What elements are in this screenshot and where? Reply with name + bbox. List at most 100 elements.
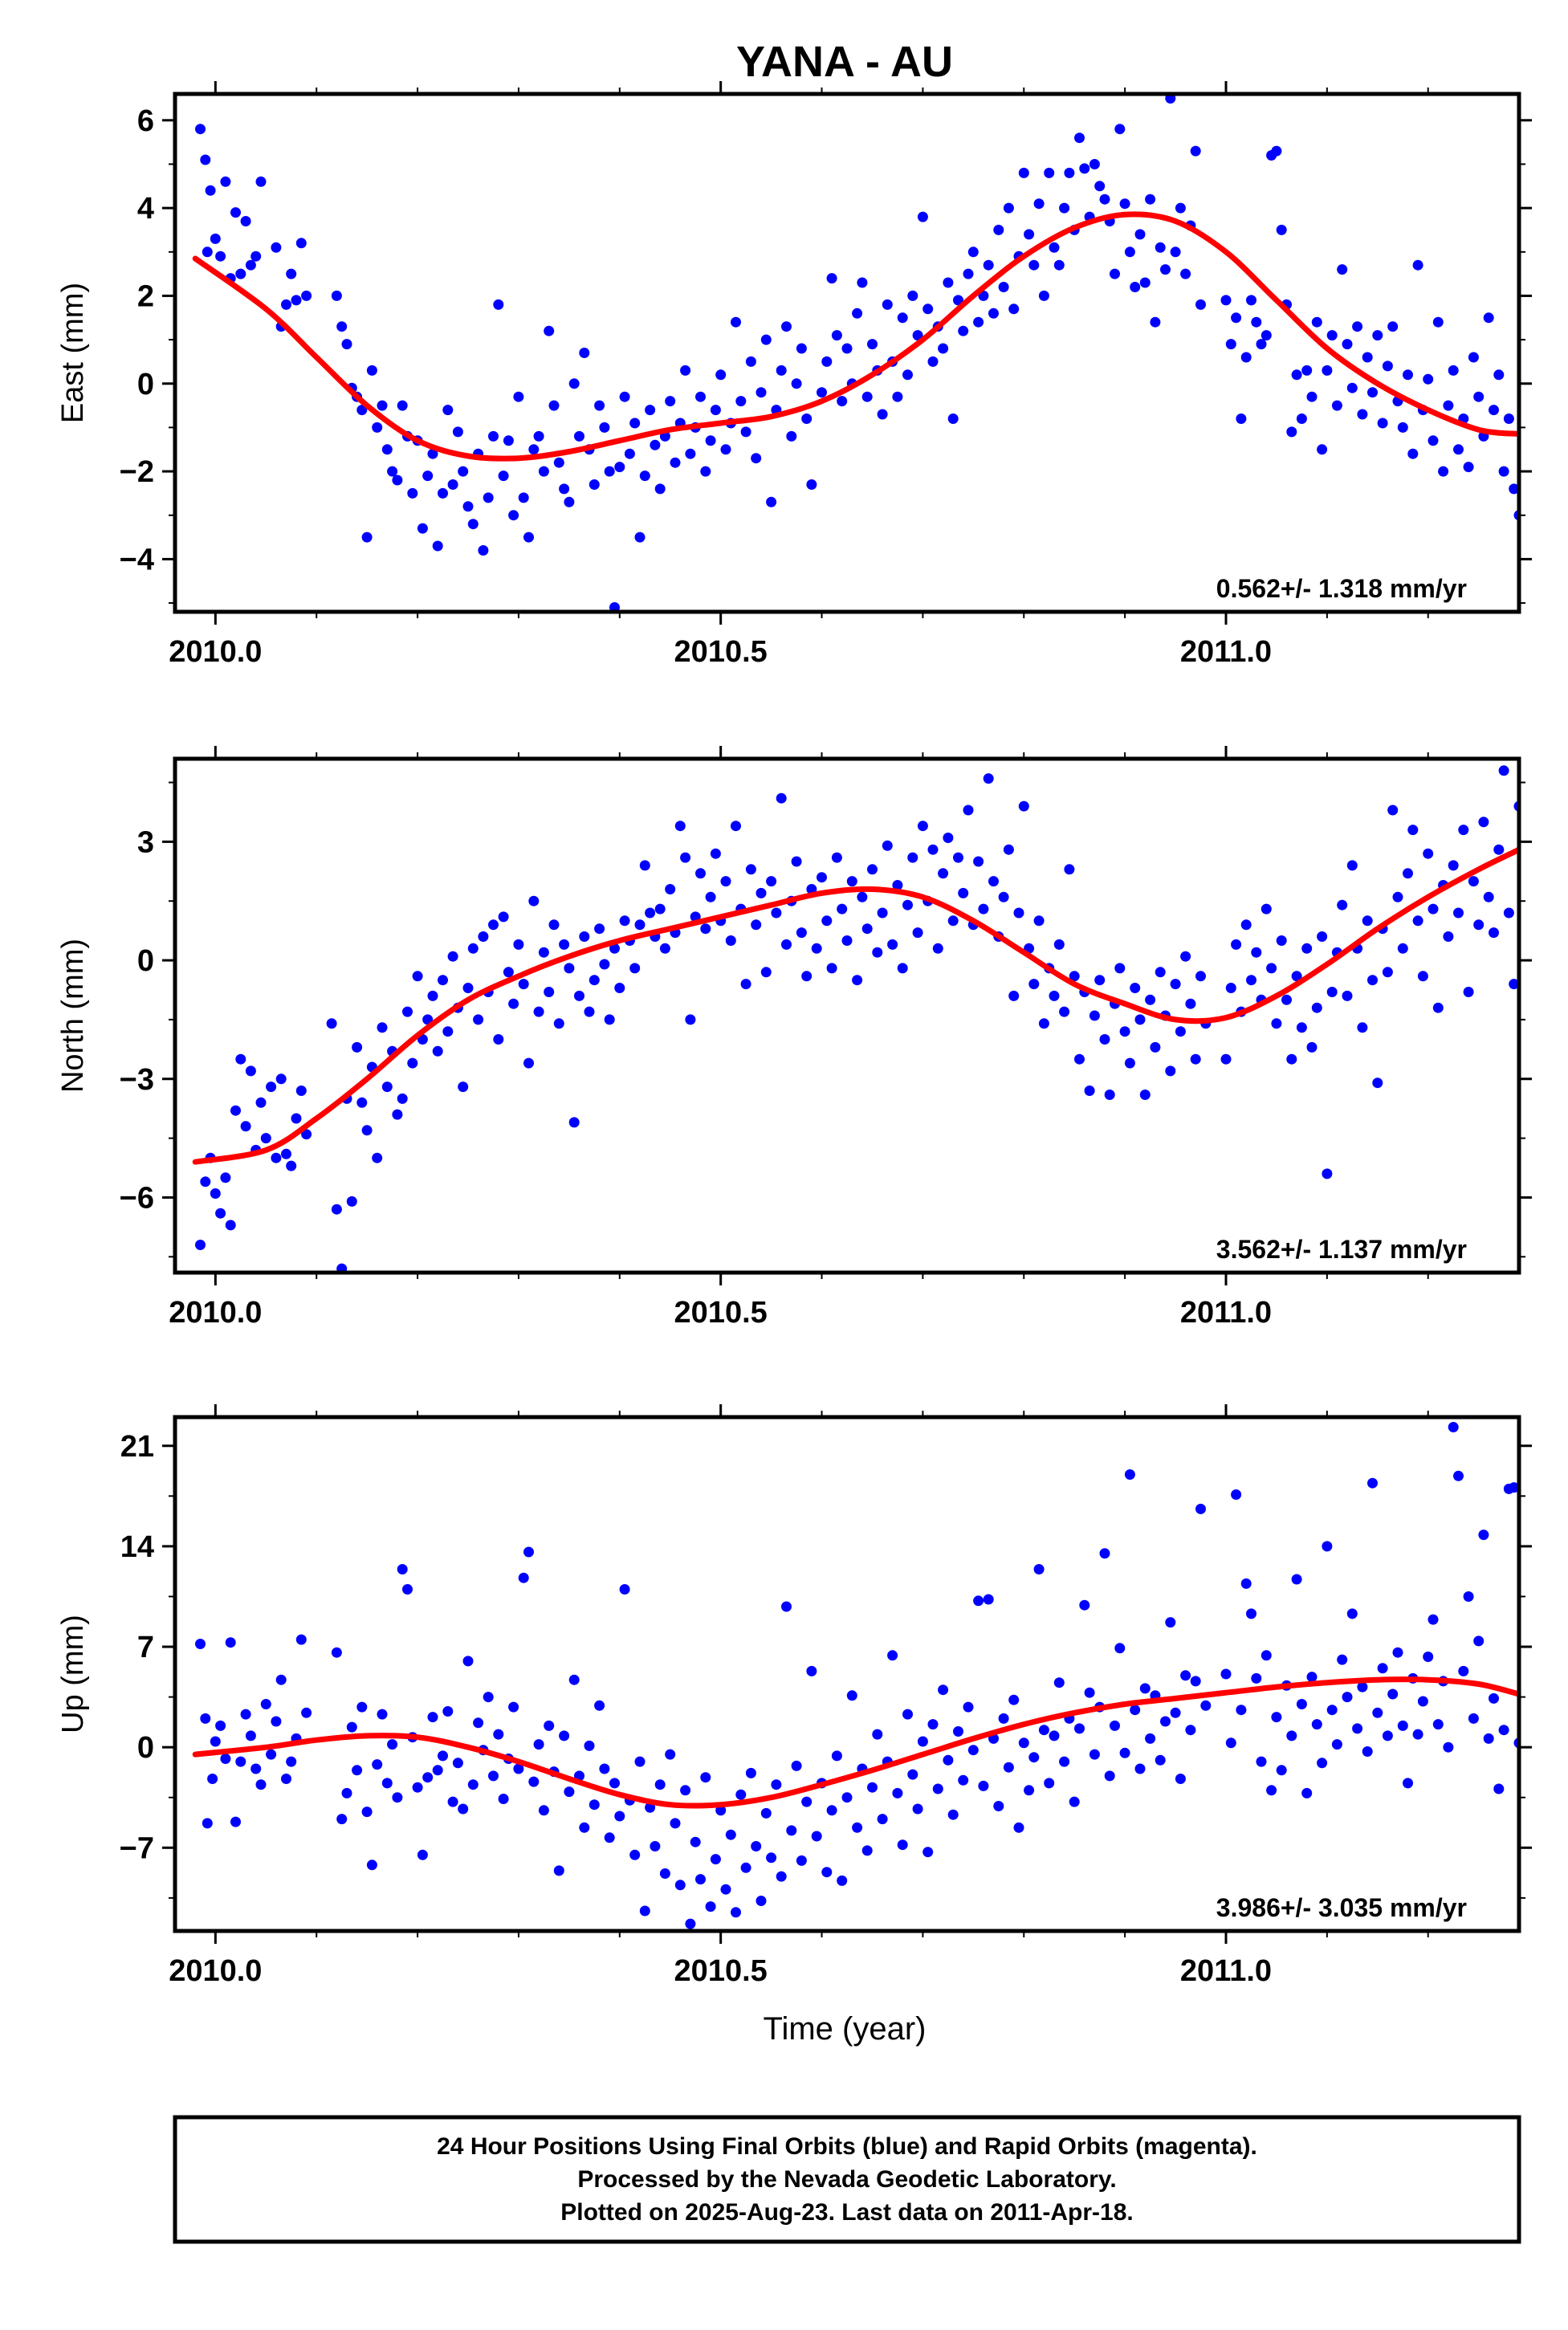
east-data-point — [1175, 202, 1186, 214]
east-data-point — [1397, 422, 1408, 433]
north-data-point — [392, 1109, 403, 1120]
north-data-point — [245, 1065, 256, 1077]
up-data-point — [513, 1763, 524, 1774]
north-data-point — [609, 943, 620, 954]
east-data-point — [831, 330, 842, 341]
up-data-point — [1489, 1693, 1499, 1704]
north-data-point — [1498, 765, 1509, 776]
up-data-point — [498, 1794, 509, 1804]
up-model-curve — [192, 1676, 1519, 1809]
north-x-tick-label: 2011.0 — [1180, 1296, 1272, 1330]
up-data-point — [528, 1776, 540, 1787]
east-data-point — [498, 470, 509, 482]
east-data-point — [619, 391, 630, 402]
east-data-point — [533, 430, 544, 442]
east-data-point — [1220, 295, 1232, 306]
east-data-point — [943, 277, 954, 288]
up-data-point — [1346, 1608, 1358, 1619]
up-data-point — [700, 1772, 711, 1783]
north-data-point — [791, 856, 802, 867]
north-data-point — [1306, 1041, 1318, 1053]
north-data-point — [988, 876, 999, 887]
north-data-point — [1003, 844, 1014, 855]
north-data-point — [467, 943, 479, 954]
up-data-point — [1170, 1707, 1181, 1718]
up-data-point — [710, 1854, 721, 1865]
east-data-point — [548, 400, 560, 411]
up-data-point — [690, 1836, 701, 1847]
east-data-point — [645, 405, 656, 416]
up-data-point — [462, 1656, 474, 1667]
up-y-tick-label: 0 — [137, 1731, 154, 1765]
north-data-point — [1033, 915, 1045, 927]
north-data-point — [352, 1041, 363, 1053]
up-data-point — [1448, 1422, 1459, 1432]
north-data-point — [1357, 1022, 1368, 1033]
up-data-point — [771, 1779, 782, 1790]
up-data-point — [392, 1792, 403, 1803]
east-data-point — [1337, 264, 1348, 275]
east-data-point — [1124, 246, 1135, 258]
east-data-point — [1367, 387, 1378, 398]
up-data-point — [266, 1749, 277, 1760]
east-panel: East (mm) −4 −2 0 2 4 6 2010.0 2010.5 2011.0 0.562… — [56, 81, 1532, 669]
up-data-point — [1024, 1785, 1035, 1796]
north-data-point — [1150, 1041, 1161, 1053]
north-data-point — [1362, 915, 1373, 927]
up-data-point — [917, 1736, 928, 1747]
up-data-point — [907, 1769, 918, 1780]
east-data-point — [417, 523, 428, 534]
north-data-point — [266, 1081, 277, 1093]
north-data-point — [326, 1018, 337, 1029]
east-data-point — [1286, 426, 1297, 438]
up-data-point — [1134, 1763, 1146, 1774]
up-x-tick-label: 2010.5 — [674, 1954, 768, 1988]
east-data-point — [1150, 316, 1161, 328]
east-y-tick-label: 6 — [137, 104, 154, 138]
east-data-point — [336, 321, 348, 332]
north-data-point — [1018, 800, 1029, 812]
up-data-point — [564, 1786, 575, 1798]
up-data-point — [220, 1754, 231, 1764]
east-data-point — [1372, 330, 1383, 341]
north-data-point — [488, 919, 499, 931]
north-data-point — [604, 1014, 615, 1025]
east-data-point — [1094, 181, 1106, 192]
east-data-point — [614, 462, 625, 473]
up-data-point — [402, 1584, 413, 1595]
north-data-point — [846, 876, 857, 887]
east-data-point — [715, 369, 727, 381]
east-data-point — [1357, 409, 1368, 420]
north-data-point — [725, 935, 736, 946]
north-data-point — [1417, 971, 1428, 982]
up-data-point — [447, 1796, 458, 1807]
north-data-point — [518, 979, 529, 990]
east-data-point — [806, 479, 817, 490]
east-data-point — [1089, 159, 1100, 169]
east-data-point — [1190, 145, 1201, 157]
east-data-point — [442, 405, 454, 416]
east-data-point — [1003, 202, 1014, 214]
north-data-point — [1412, 915, 1423, 927]
north-data-point — [528, 895, 540, 906]
up-data-point — [427, 1712, 438, 1723]
up-data-point — [680, 1785, 691, 1796]
east-data-point — [963, 268, 974, 279]
up-data-point — [953, 1726, 963, 1737]
up-data-point — [947, 1809, 959, 1820]
up-data-point — [260, 1699, 271, 1709]
east-data-point — [1134, 229, 1146, 240]
east-data-point — [735, 396, 747, 407]
north-data-point — [1145, 994, 1156, 1005]
east-data-point — [478, 545, 489, 556]
east-data-point — [731, 316, 741, 328]
north-data-point — [1119, 1026, 1130, 1037]
up-data-point — [1382, 1730, 1393, 1741]
up-data-point — [240, 1709, 251, 1720]
east-data-point — [1412, 259, 1423, 271]
north-data-point — [559, 939, 570, 950]
north-data-point — [817, 872, 827, 883]
east-data-point — [301, 290, 312, 301]
north-data-point — [821, 915, 833, 927]
north-data-point — [295, 1086, 307, 1096]
